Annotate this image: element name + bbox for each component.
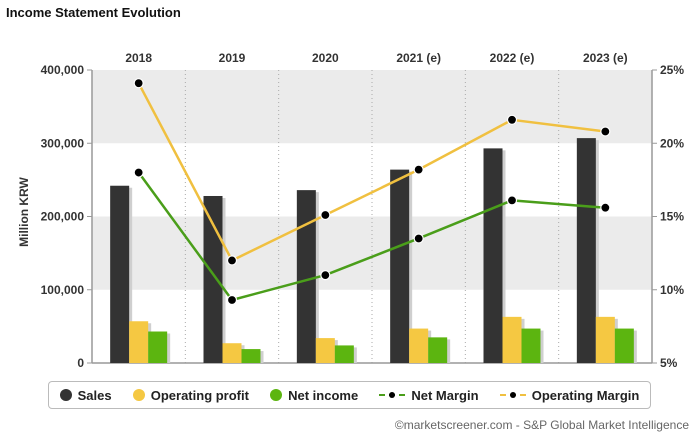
bar-sales bbox=[390, 169, 410, 363]
bar-operating-profit bbox=[502, 316, 522, 363]
bar-sales bbox=[110, 185, 130, 363]
y-tick-label-right: 25% bbox=[660, 63, 684, 77]
y-tick-label-right: 20% bbox=[660, 136, 684, 150]
legend-item-sales[interactable]: Sales bbox=[59, 387, 112, 403]
legend-label-net-margin: Net Margin bbox=[411, 387, 479, 403]
bar-net-income bbox=[428, 337, 448, 363]
y-tick-label-left: 200,000 bbox=[41, 210, 85, 224]
bar-net-income bbox=[241, 349, 261, 363]
point-net-margin bbox=[413, 233, 424, 244]
legend-swatch-net-income bbox=[270, 389, 283, 401]
bar-operating-profit bbox=[595, 316, 615, 363]
point-operating-margin bbox=[226, 255, 238, 266]
legend-label-operating-profit: Operating profit bbox=[150, 387, 249, 403]
x-category-label: 2018 bbox=[125, 51, 152, 65]
x-category-label: 2020 bbox=[312, 51, 339, 65]
bar-operating-profit bbox=[409, 328, 429, 363]
chart-title: Income Statement Evolution bbox=[6, 5, 181, 20]
point-operating-margin bbox=[506, 114, 518, 125]
point-net-margin bbox=[320, 270, 331, 281]
legend-swatch-operating-profit bbox=[132, 389, 145, 401]
y-tick-label-right: 5% bbox=[660, 356, 678, 370]
legend-swatch-net-margin bbox=[379, 389, 406, 401]
point-operating-margin bbox=[413, 164, 424, 175]
legend-item-operating-profit[interactable]: Operating profit bbox=[132, 387, 249, 403]
bar-net-income bbox=[614, 328, 634, 363]
legend-label-sales: Sales bbox=[77, 387, 112, 403]
bar-sales bbox=[203, 195, 223, 363]
bar-sales bbox=[483, 148, 503, 363]
y-tick-label-right: 15% bbox=[660, 210, 684, 224]
grid-band bbox=[92, 216, 652, 290]
y-tick-label-left: 400,000 bbox=[41, 63, 85, 77]
point-net-margin bbox=[506, 195, 518, 206]
bar-sales bbox=[576, 138, 596, 363]
point-operating-margin bbox=[320, 209, 331, 221]
chart-canvas: 0 100,000 200,000 300,000 400,000 5% 10% 15% 20%… bbox=[41, 51, 685, 370]
legend-item-net-margin[interactable]: Net Margin bbox=[379, 387, 479, 403]
credit-text: ©marketscreener.com - S&P Global Market … bbox=[394, 418, 689, 432]
bar-net-income bbox=[521, 328, 541, 363]
bar-net-income bbox=[148, 331, 168, 363]
x-category-label: 2021 (e) bbox=[396, 51, 441, 65]
point-net-margin bbox=[133, 167, 144, 178]
bar-net-income bbox=[334, 345, 354, 363]
bar-operating-profit bbox=[222, 343, 242, 363]
legend-swatch-sales bbox=[59, 389, 72, 401]
y-tick-label-left: 300,000 bbox=[41, 136, 85, 150]
bar-operating-profit bbox=[315, 338, 335, 363]
y-tick-label-left: 0 bbox=[77, 356, 84, 370]
point-operating-margin bbox=[600, 126, 611, 137]
point-operating-margin bbox=[133, 78, 144, 89]
y-tick-label-left: 100,000 bbox=[41, 283, 85, 297]
line-net-margin bbox=[137, 171, 606, 302]
legend-item-operating-margin[interactable]: Operating Margin bbox=[499, 387, 640, 403]
x-category-label: 2019 bbox=[219, 51, 246, 65]
legend-label-net-income: Net income bbox=[288, 387, 359, 403]
point-net-margin bbox=[226, 294, 238, 306]
chart-legend: Sales Operating profit Net income Net Ma… bbox=[48, 381, 651, 409]
point-net-margin bbox=[600, 202, 611, 213]
line-operating-margin bbox=[137, 82, 606, 262]
bar-operating-profit bbox=[129, 321, 149, 363]
legend-label-operating-margin: Operating Margin bbox=[531, 387, 640, 403]
legend-item-net-income[interactable]: Net income bbox=[270, 388, 358, 403]
bar-sales bbox=[296, 190, 316, 363]
legend-swatch-operating-margin bbox=[499, 389, 526, 401]
x-category-label: 2023 (e) bbox=[583, 51, 628, 65]
y-tick-label-right: 10% bbox=[660, 283, 684, 297]
x-category-label: 2022 (e) bbox=[490, 51, 535, 65]
